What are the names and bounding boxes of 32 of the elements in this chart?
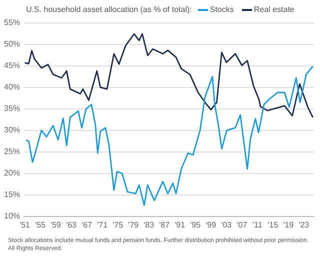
- y-tick-label: 45%: [4, 61, 20, 70]
- y-tick-label: 15%: [4, 190, 20, 200]
- x-tick-label: '07: [236, 220, 248, 230]
- y-tick-label: 20%: [4, 168, 20, 178]
- x-tick-label: '51: [20, 220, 31, 230]
- y-tick-label: 50%: [4, 40, 20, 49]
- chart-title: U.S. household asset allocation (as % of total):: [26, 5, 192, 14]
- legend-label: Stocks: [210, 5, 234, 14]
- x-tick-label: '03: [221, 220, 232, 230]
- x-tick-label: '95: [190, 220, 202, 230]
- legend-label: Real estate: [254, 5, 294, 14]
- y-tick-label: 35%: [4, 104, 20, 114]
- y-tick-label: 30%: [4, 126, 20, 135]
- x-tick-label: '23: [298, 220, 310, 230]
- y-tick-label: 10%: [4, 212, 20, 221]
- x-tick-label: '15: [268, 220, 279, 230]
- x-tick-label: '99: [206, 220, 217, 230]
- x-tick-label: '11: [252, 220, 263, 230]
- x-tick-label: '55: [35, 220, 46, 230]
- x-tick-label: '59: [50, 220, 62, 230]
- x-tick-label: '87: [159, 220, 170, 230]
- x-tick-label: '71: [97, 220, 108, 230]
- x-tick-label: '91: [174, 220, 186, 230]
- x-tick-label: '79: [128, 220, 140, 230]
- x-tick-label: '83: [144, 220, 155, 230]
- x-tick-label: '75: [112, 220, 124, 230]
- x-tick-label: '19: [283, 220, 294, 230]
- y-tick-label: 40%: [4, 82, 20, 92]
- x-tick-label: '67: [82, 220, 93, 230]
- x-tick-label: '63: [66, 220, 78, 230]
- y-tick-label: 25%: [4, 147, 20, 156]
- y-tick-label: 55%: [4, 18, 20, 28]
